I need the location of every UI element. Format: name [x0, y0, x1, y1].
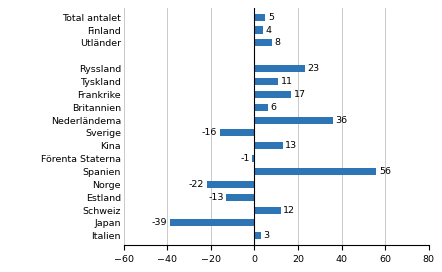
Bar: [255, 104, 267, 111]
Bar: [255, 232, 261, 239]
Text: 8: 8: [274, 38, 281, 47]
Text: 4: 4: [266, 26, 272, 35]
Text: 6: 6: [270, 103, 276, 112]
Bar: [255, 26, 263, 33]
Text: 5: 5: [268, 13, 274, 22]
Bar: [255, 14, 265, 21]
Bar: [255, 142, 283, 149]
Text: 23: 23: [307, 64, 319, 73]
Bar: [255, 91, 292, 98]
Text: -39: -39: [152, 218, 167, 227]
Bar: [252, 155, 255, 162]
Bar: [226, 194, 255, 201]
Text: 3: 3: [263, 231, 270, 240]
Bar: [255, 78, 278, 85]
Text: -22: -22: [189, 180, 204, 189]
Bar: [255, 39, 272, 47]
Text: 17: 17: [294, 90, 306, 99]
Text: -16: -16: [202, 128, 217, 137]
Bar: [206, 181, 255, 188]
Text: 56: 56: [379, 167, 391, 176]
Bar: [255, 116, 333, 123]
Text: -1: -1: [240, 154, 250, 163]
Bar: [170, 220, 255, 227]
Bar: [220, 129, 255, 137]
Text: -13: -13: [208, 193, 224, 202]
Bar: [255, 168, 377, 175]
Bar: [255, 65, 305, 72]
Bar: [255, 206, 281, 214]
Text: 36: 36: [335, 116, 347, 125]
Text: 11: 11: [281, 77, 293, 86]
Text: 13: 13: [286, 141, 297, 150]
Text: 12: 12: [283, 206, 295, 215]
